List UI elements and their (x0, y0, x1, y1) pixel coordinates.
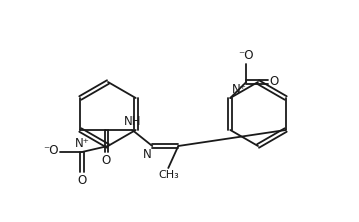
Text: O: O (102, 154, 111, 167)
Text: CH₃: CH₃ (158, 170, 179, 180)
Text: ⁻O: ⁻O (43, 145, 59, 157)
Text: NH: NH (123, 115, 141, 128)
Text: N⁺: N⁺ (232, 83, 246, 96)
Text: ⁻O: ⁻O (238, 49, 254, 62)
Text: O: O (269, 75, 279, 87)
Text: N⁺: N⁺ (75, 137, 89, 150)
Text: O: O (78, 174, 87, 187)
Text: N: N (143, 148, 151, 161)
